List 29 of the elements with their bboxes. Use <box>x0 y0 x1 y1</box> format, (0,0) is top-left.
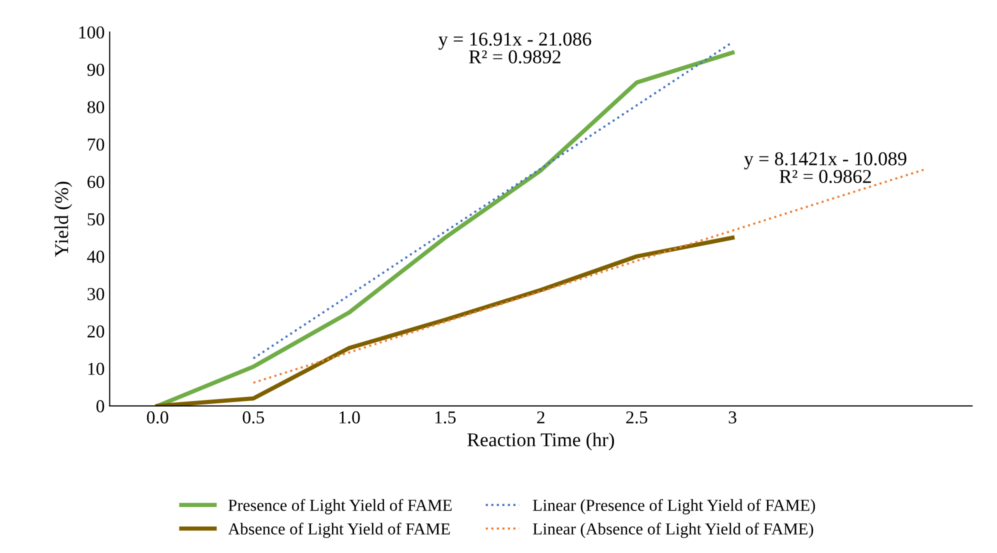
x-tick-label: 0.5 <box>242 411 264 424</box>
x-axis-title: Reaction Time (hr) <box>467 432 614 450</box>
y-tick-label: 100 <box>79 26 104 39</box>
y-tick-label: 0 <box>96 400 104 412</box>
line-series <box>155 236 735 406</box>
y-tick-label: 10 <box>88 362 104 375</box>
y-tick-label: 40 <box>87 250 104 263</box>
x-tick-label: 3 <box>728 411 736 424</box>
y-tick-label: 30 <box>88 288 104 300</box>
legend-label: Linear (Presence of Light Yield of FAME) <box>532 499 815 514</box>
annotation: y = 8.1421x - 10.089 R² = 0.9862 <box>744 152 906 184</box>
line-series <box>252 168 926 384</box>
line-series <box>155 50 735 406</box>
annotation: y = 16.91x - 21.086 R² = 0.9892 <box>438 32 592 64</box>
y-tick-label: 80 <box>87 101 104 114</box>
y-tick-label: 70 <box>88 138 104 151</box>
y-tick-label: 60 <box>88 176 104 188</box>
x-tick-label: 2.5 <box>626 411 648 424</box>
x-tick-label: 0.0 <box>146 411 168 424</box>
y-tick-label: 50 <box>88 213 104 226</box>
legend-label: Absence of Light Yield of FAME <box>228 522 450 538</box>
legend-label: Linear (Absence of Light Yield of FAME) <box>532 522 814 538</box>
y-tick-label: 20 <box>88 325 104 338</box>
x-tick-label: 1.5 <box>435 411 456 424</box>
y-tick-label: 90 <box>87 64 104 76</box>
y-axis-title: Yield (%) <box>54 182 72 257</box>
legend-label: Presence of Light Yield of FAME <box>228 499 452 514</box>
x-tick-label: 2 <box>537 411 544 424</box>
x-tick-label: 1.0 <box>340 411 360 424</box>
